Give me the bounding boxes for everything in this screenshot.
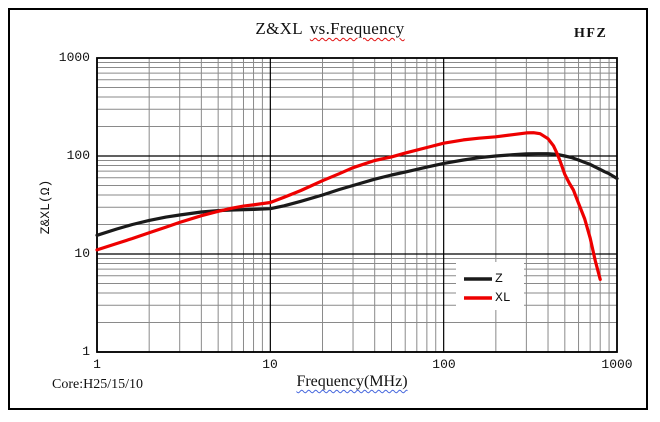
legend xyxy=(456,262,524,310)
core-note: Core:H25/15/10 xyxy=(52,377,143,392)
plot-frame xyxy=(96,57,618,353)
chart-title: Z&XL vs.Frequency xyxy=(0,19,660,39)
x-tick-label: 1 xyxy=(93,357,101,372)
corner-tag: HFZ xyxy=(574,26,608,41)
legend-background xyxy=(456,262,524,310)
y-tick-label: 1 xyxy=(82,344,90,359)
y-axis-title: Z&XL(Ω) xyxy=(38,179,53,235)
legend-xl-label: XL xyxy=(495,290,511,305)
x-axis-title: Frequency(MHz) xyxy=(296,373,408,390)
y-tick-label: 100 xyxy=(66,148,90,163)
grid-minor-lines xyxy=(97,58,617,352)
chart-title-vs: vs.Frequency xyxy=(309,19,405,38)
grid-major-lines xyxy=(96,58,617,353)
x-tick-label: 100 xyxy=(432,357,456,372)
chart-title-main: Z&XL xyxy=(255,19,303,38)
x-tick-label: 1000 xyxy=(601,357,633,372)
figure-border xyxy=(8,8,648,410)
z-curve xyxy=(95,152,619,237)
x-tick-label: 10 xyxy=(262,357,278,372)
legend-z-label: Z xyxy=(495,271,503,286)
y-tick-label: 1000 xyxy=(58,50,90,65)
xl-curve xyxy=(95,131,602,281)
y-tick-label: 10 xyxy=(74,246,90,261)
